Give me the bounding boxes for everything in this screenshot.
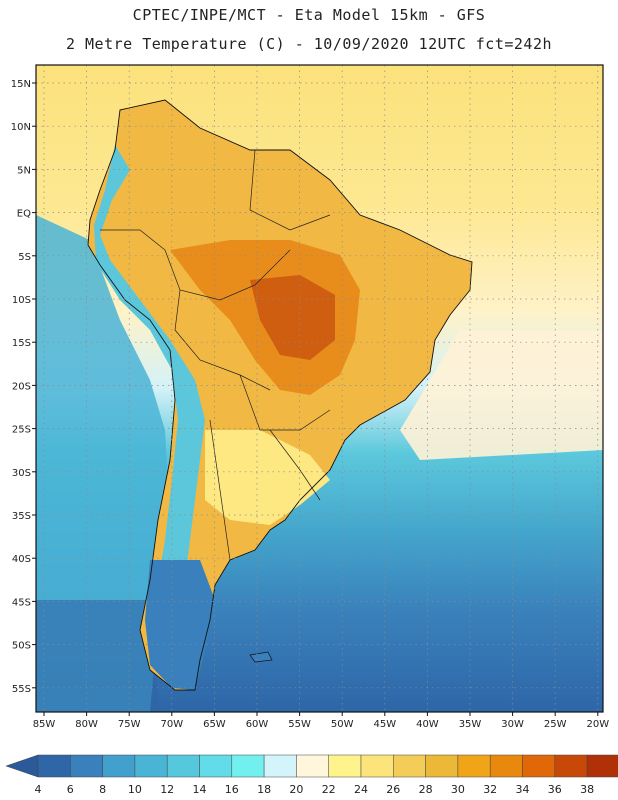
longitude-axis: 85W 80W 75W 70W 65W 60W 55W 50W 45W 40W 35W 30W 25W 2… (33, 712, 609, 730)
lat-tick-label: 15N (11, 79, 31, 90)
hottest-core-region (250, 275, 335, 360)
colorbar-label: 34 (516, 783, 530, 796)
colorbar-label: 38 (580, 783, 594, 796)
colorbar-label: 12 (160, 783, 174, 796)
lon-tick-label: 20W (586, 719, 609, 730)
lat-tick-label: 30S (12, 468, 31, 479)
falkland-islands (249, 651, 273, 663)
lat-tick-label: EQ (17, 209, 31, 220)
pacific-cool-water (36, 215, 170, 712)
lon-tick-label: 55W (288, 719, 311, 730)
lat-tick-label: 55S (12, 684, 31, 695)
patagonia-cold-region (145, 560, 215, 690)
lon-tick-label: 60W (246, 719, 269, 730)
southern-cold-water (36, 600, 160, 712)
lon-tick-label: 35W (459, 719, 482, 730)
lon-tick-label: 30W (501, 719, 524, 730)
colorbar-swatch (393, 754, 426, 778)
map-gridlines (36, 65, 603, 712)
lat-tick-label: 35S (12, 511, 31, 522)
colorbar-label: 26 (386, 783, 400, 796)
atlantic-warm-water (400, 330, 603, 460)
temperature-colorbar: 4 6 8 10 12 14 16 18 20 22 24 26 28 30 32 34 36 38 (5, 754, 618, 796)
colorbar-swatch (489, 754, 523, 778)
colorbar-label: 22 (322, 783, 336, 796)
colorbar-swatch (360, 754, 394, 778)
colorbar-swatch (199, 754, 233, 778)
colorbar-label: 20 (289, 783, 303, 796)
colorbar-label: 24 (354, 783, 368, 796)
lon-tick-label: 25W (544, 719, 567, 730)
lat-tick-label: 20S (12, 381, 31, 392)
colorbar-swatch (134, 754, 168, 778)
colorbar-swatch (166, 754, 200, 778)
colorbar-label: 8 (99, 783, 106, 796)
colorbar-swatch (263, 754, 297, 778)
colorbar-label: 36 (548, 783, 562, 796)
colorbar-label: 16 (225, 783, 239, 796)
lat-tick-label: 45S (12, 597, 31, 608)
colorbar-swatch (328, 754, 362, 778)
colorbar-swatch (425, 754, 459, 778)
lat-tick-label: 10S (12, 295, 31, 306)
colorbar-swatch (296, 754, 329, 778)
lat-tick-label: 5N (17, 165, 31, 176)
colorbar-swatch (102, 754, 136, 778)
lat-tick-label: 15S (12, 338, 31, 349)
colorbar-swatch (231, 754, 265, 778)
latitude-axis: 15N 10N 5N EQ 5S 10S 15S 20S 25S 30S 35S 40S 45S 50S 5… (11, 79, 36, 695)
lat-tick-label: 40S (12, 554, 31, 565)
colorbar-label: 28 (419, 783, 433, 796)
colorbar-label: 14 (193, 783, 207, 796)
lon-tick-label: 70W (160, 719, 183, 730)
lon-tick-label: 75W (118, 719, 141, 730)
lat-tick-label: 10N (11, 122, 31, 133)
colorbar-label: 32 (483, 783, 497, 796)
lat-tick-label: 25S (12, 425, 31, 436)
map-frame (35, 64, 604, 713)
lon-tick-label: 40W (416, 719, 439, 730)
colorbar-label: 4 (35, 783, 42, 796)
andes-cool-ridge (94, 145, 205, 650)
lon-tick-label: 45W (373, 719, 396, 730)
colorbar-swatch (37, 754, 71, 778)
map-plot-area (36, 65, 603, 712)
coastline (87, 99, 473, 691)
lon-tick-label: 80W (75, 719, 98, 730)
lon-tick-label: 65W (203, 719, 226, 730)
colorbar-label: 30 (451, 783, 465, 796)
lon-tick-label: 85W (33, 719, 56, 730)
colorbar-swatch (554, 754, 588, 778)
colorbar-swatch (522, 754, 556, 778)
colorbar-swatch (586, 754, 618, 778)
country-borders (100, 149, 331, 561)
map-title-line-2: 2 Metre Temperature (C) - 10/09/2020 12U… (65, 35, 553, 53)
lon-tick-label: 50W (331, 719, 354, 730)
lat-tick-label: 50S (12, 641, 31, 652)
colorbar-label: 10 (128, 783, 142, 796)
colorbar-label: 18 (257, 783, 271, 796)
colorbar-swatch (457, 754, 491, 778)
colorbar-low-arrow (5, 754, 39, 778)
colorbar-swatch (70, 754, 103, 778)
map-title-line-1: CPTEC/INPE/MCT - Eta Model 15km - GFS (132, 6, 486, 24)
lat-tick-label: 5S (18, 252, 31, 263)
colorbar-label: 6 (67, 783, 74, 796)
